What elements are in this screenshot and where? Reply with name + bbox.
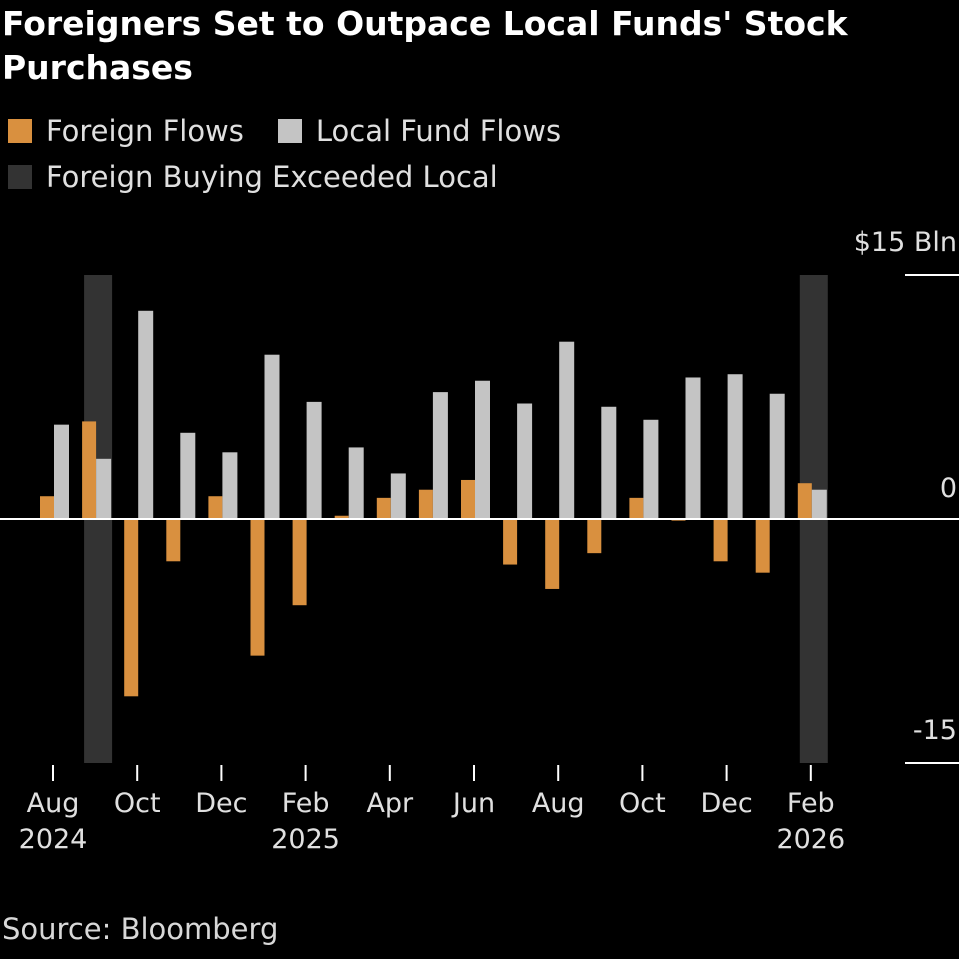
foreign-flow-bar: [208, 496, 223, 519]
local-fund-flow-bar: [432, 392, 448, 519]
legend-label-local: Local Fund Flows: [315, 114, 562, 148]
local-fund-flow-bar: [727, 374, 743, 519]
local-fund-flow-bar: [348, 447, 364, 519]
legend-label-foreign: Foreign Flows: [46, 114, 244, 148]
foreign-flow-bar: [334, 515, 349, 519]
foreign-flow-bar: [376, 497, 391, 519]
foreign-flow-bar: [587, 519, 602, 554]
foreign-flow-bar: [418, 489, 433, 519]
local-fund-flow-bar: [138, 310, 154, 519]
x-tick-month: Dec: [700, 788, 752, 819]
foreign-flow-bar: [292, 519, 307, 606]
x-tick-month: Aug: [532, 788, 585, 819]
y-tick-label: 0: [940, 473, 957, 504]
legend-label-exceeded: Foreign Buying Exceeded Local: [46, 160, 498, 194]
chart-title: Foreigners Set to Outpace Local Funds' S…: [2, 4, 848, 87]
x-tick-year: 2024: [19, 824, 88, 855]
x-tick-month: Feb: [787, 788, 835, 819]
foreign-flow-bar: [124, 519, 139, 697]
local-fund-flow-bar: [54, 424, 69, 519]
foreign-flow-bar: [461, 479, 475, 519]
x-tick-month: Apr: [366, 788, 414, 819]
local-fund-flow-bar: [601, 406, 617, 519]
local-fund-flow-bar: [559, 341, 575, 519]
local-fund-flow-bar: [306, 401, 322, 519]
local-fund-flow-bar: [517, 403, 533, 519]
x-tick-month: Jun: [451, 788, 495, 819]
legend-swatch-foreign: [8, 119, 32, 143]
local-fund-flow-bar: [96, 458, 112, 519]
legend-swatch-local: [277, 119, 302, 143]
foreign-flow-bar: [545, 519, 560, 589]
x-tick-month: Feb: [282, 788, 330, 819]
foreign-flow-bar: [82, 421, 97, 519]
local-fund-flow-bar: [390, 473, 406, 519]
foreign-flow-bar: [755, 519, 770, 573]
local-fund-flow-bar: [222, 452, 238, 519]
local-fund-flow-bar: [769, 393, 785, 519]
y-tick-label: -15: [913, 715, 957, 746]
y-tick-label: $15 Bln: [854, 227, 957, 258]
foreign-flow-bar: [797, 483, 812, 519]
foreign-flow-bar: [166, 519, 181, 562]
local-fund-flow-bar: [180, 432, 196, 519]
x-tick-month: Dec: [195, 788, 247, 819]
local-fund-flow-bar: [811, 489, 827, 519]
legend-row-1: Foreign Flows Local Fund Flows: [8, 114, 561, 148]
local-fund-flow-bar: [475, 380, 490, 519]
x-tick-month: Oct: [114, 788, 161, 819]
legend-swatch-exceeded: [8, 165, 32, 189]
x-tick-month: Oct: [619, 788, 666, 819]
x-tick-year: 2025: [271, 824, 340, 855]
x-tick-year: 2026: [776, 824, 845, 855]
foreign-flow-bar: [713, 519, 728, 562]
local-fund-flow-bar: [685, 377, 701, 519]
local-fund-flow-bar: [264, 354, 280, 519]
foreign-flow-bar: [629, 497, 644, 519]
local-fund-flow-bar: [643, 419, 659, 519]
legend-row-2: Foreign Buying Exceeded Local: [8, 160, 498, 194]
foreign-flow-bar: [250, 519, 265, 656]
x-tick-month: Aug: [27, 788, 80, 819]
source-note: Source: Bloomberg: [2, 912, 279, 946]
foreign-flow-bar: [40, 496, 54, 519]
foreign-flow-bar: [503, 519, 518, 565]
